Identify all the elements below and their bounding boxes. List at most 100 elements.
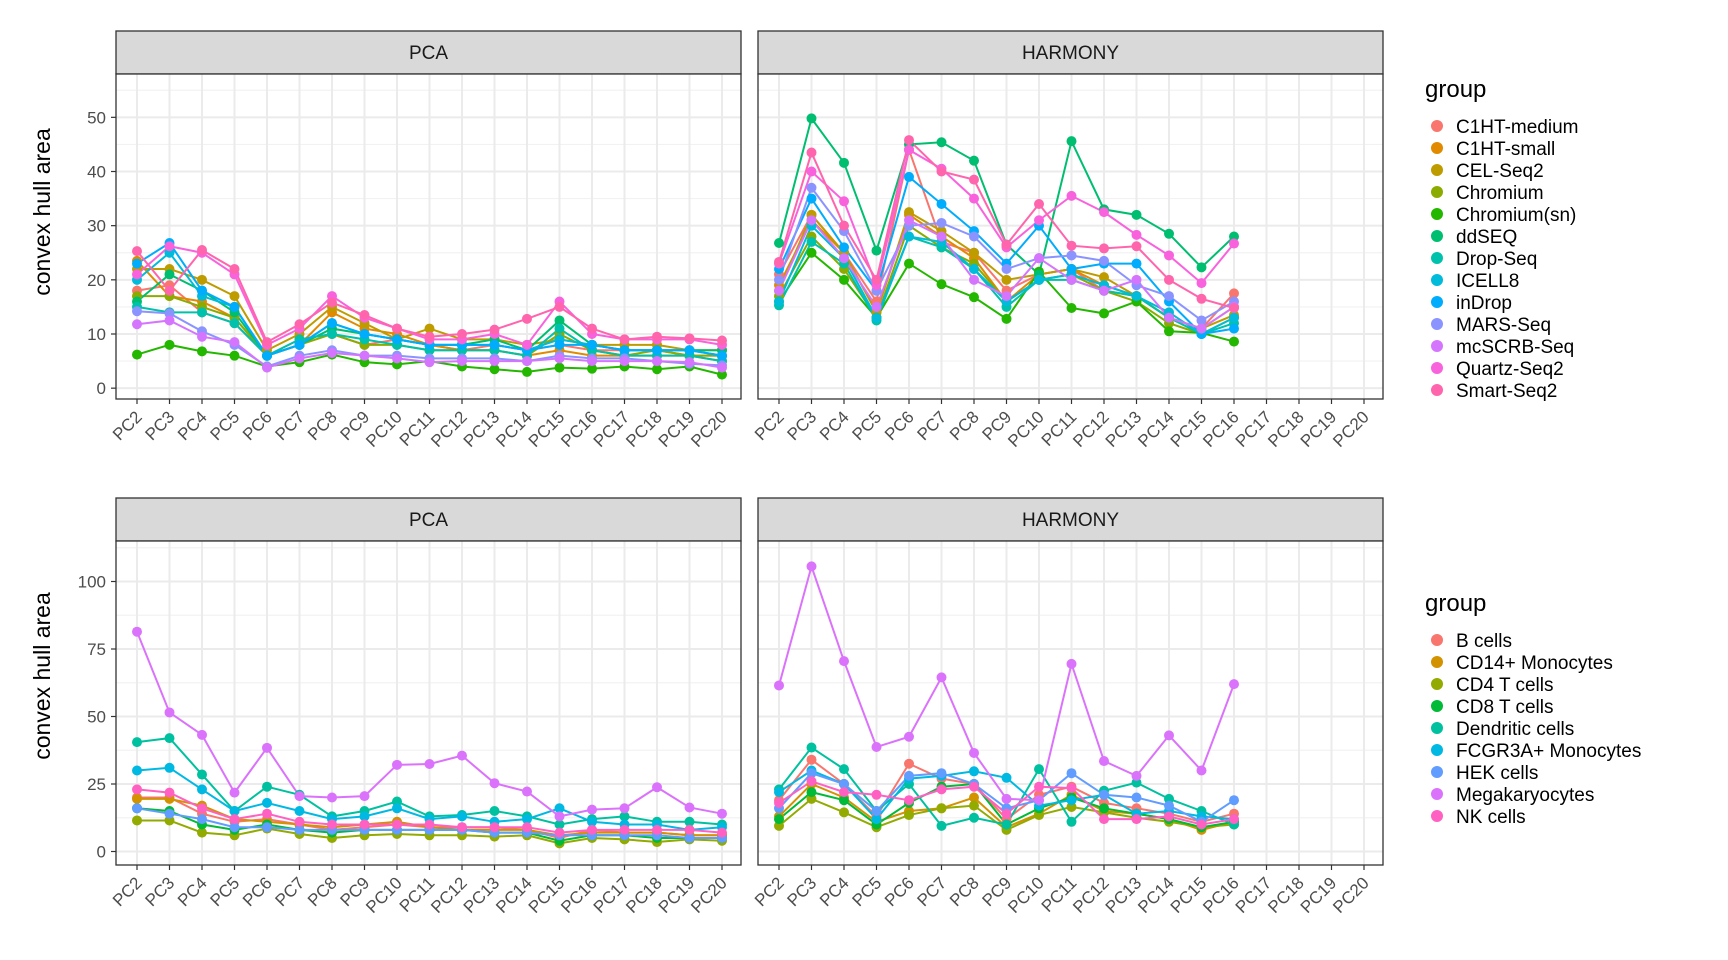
data-point <box>1066 264 1077 274</box>
data-point <box>969 747 979 758</box>
data-point <box>197 331 207 342</box>
x-tick-label: PC6 <box>239 873 276 910</box>
legend-label: CD8 T cells <box>1456 697 1554 718</box>
x-tick-label: PC7 <box>914 407 951 444</box>
data-point <box>871 301 882 312</box>
data-point <box>871 274 882 285</box>
data-point <box>229 822 240 833</box>
data-point <box>684 357 695 368</box>
data-point <box>1229 336 1239 347</box>
data-point <box>554 827 565 838</box>
x-tick-label: PC14 <box>492 407 536 451</box>
x-tick-label: PC4 <box>174 407 211 444</box>
data-point <box>1066 240 1077 251</box>
data-point <box>619 345 630 356</box>
data-point <box>164 808 175 819</box>
data-point <box>1001 313 1012 324</box>
x-tick-label: PC13 <box>1102 873 1146 917</box>
data-point <box>619 356 630 367</box>
data-point <box>164 733 175 744</box>
row2-pca-series <box>132 626 727 849</box>
data-point <box>904 770 914 781</box>
x-tick-label: PC17 <box>1232 407 1276 451</box>
data-point <box>587 363 597 374</box>
legend-label: ICELL8 <box>1456 271 1519 292</box>
data-point <box>164 308 175 319</box>
data-point <box>294 824 305 835</box>
data-point <box>1164 326 1174 337</box>
y-tick-label: 20 <box>87 271 106 290</box>
data-point <box>229 291 240 302</box>
data-point <box>806 787 817 798</box>
x-tick-label: PC6 <box>239 407 276 444</box>
data-point <box>652 782 662 793</box>
x-tick-label: PC5 <box>207 873 244 910</box>
row1-panel-harmony: HARMONY PC2PC3PC4PC5PC6PC7PC8PC9PC10PC11… <box>751 30 1384 451</box>
data-point <box>904 215 914 226</box>
x-tick-label: PC14 <box>492 873 536 917</box>
x-tick-label: PC12 <box>1069 407 1113 451</box>
data-point <box>774 274 784 285</box>
data-point <box>327 329 337 339</box>
data-point <box>197 814 207 825</box>
data-point <box>132 306 142 317</box>
data-point <box>132 319 142 330</box>
data-point <box>522 339 532 350</box>
data-point <box>197 729 207 740</box>
x-tick-label: PC10 <box>362 407 406 451</box>
x-tick-label: PC16 <box>1199 407 1243 451</box>
data-point <box>969 231 979 242</box>
x-tick-label: PC6 <box>881 407 918 444</box>
data-point <box>1066 816 1077 827</box>
y-tick-label: 25 <box>87 775 106 794</box>
row2-harmony-x-ticks: PC2PC3PC4PC5PC6PC7PC8PC9PC10PC11PC12PC13… <box>751 865 1373 917</box>
data-point <box>262 362 272 373</box>
legend-key <box>1431 230 1443 242</box>
data-point <box>936 166 947 177</box>
data-point <box>1066 250 1077 261</box>
legend-label: Megakaryocytes <box>1456 785 1594 806</box>
data-point <box>871 789 882 800</box>
data-point <box>392 353 402 364</box>
data-point <box>229 814 240 825</box>
data-point <box>457 811 467 822</box>
data-point <box>969 247 979 258</box>
x-tick-label: PC20 <box>687 873 731 917</box>
data-point <box>904 758 914 769</box>
x-tick-label: PC5 <box>849 873 886 910</box>
y-tick-label: 0 <box>97 843 106 862</box>
data-point <box>774 797 784 808</box>
legend-key <box>1431 678 1443 690</box>
data-point <box>871 312 882 323</box>
data-point <box>684 824 695 835</box>
data-point <box>1131 229 1142 240</box>
data-point <box>904 258 914 269</box>
data-point <box>871 245 882 256</box>
x-tick-label: PC7 <box>914 873 951 910</box>
x-tick-label: PC7 <box>272 873 309 910</box>
row1-harmony-strip-label: HARMONY <box>1022 43 1119 64</box>
data-point <box>1099 789 1109 800</box>
x-tick-label: PC4 <box>816 407 853 444</box>
data-point <box>936 672 947 683</box>
data-point <box>839 656 849 667</box>
data-point <box>489 324 500 335</box>
data-point <box>489 806 500 816</box>
data-point <box>132 793 142 804</box>
legend-label: inDrop <box>1456 293 1512 314</box>
data-point <box>806 215 817 226</box>
data-point <box>489 339 500 350</box>
data-point <box>1131 274 1142 285</box>
row1-pca-strip-label: PCA <box>409 43 448 64</box>
data-point <box>871 742 882 753</box>
data-point <box>806 768 817 779</box>
row2-pca-y-ticks: 0 25 50 75 100 <box>78 573 116 862</box>
legend-key <box>1431 340 1443 352</box>
y-tick-label: 50 <box>87 708 106 727</box>
legend-label: NK cells <box>1456 807 1526 828</box>
data-point <box>587 804 597 815</box>
x-tick-label: PC4 <box>174 873 211 910</box>
data-point <box>132 765 142 776</box>
legend-key <box>1431 296 1443 308</box>
data-point <box>1034 764 1044 775</box>
